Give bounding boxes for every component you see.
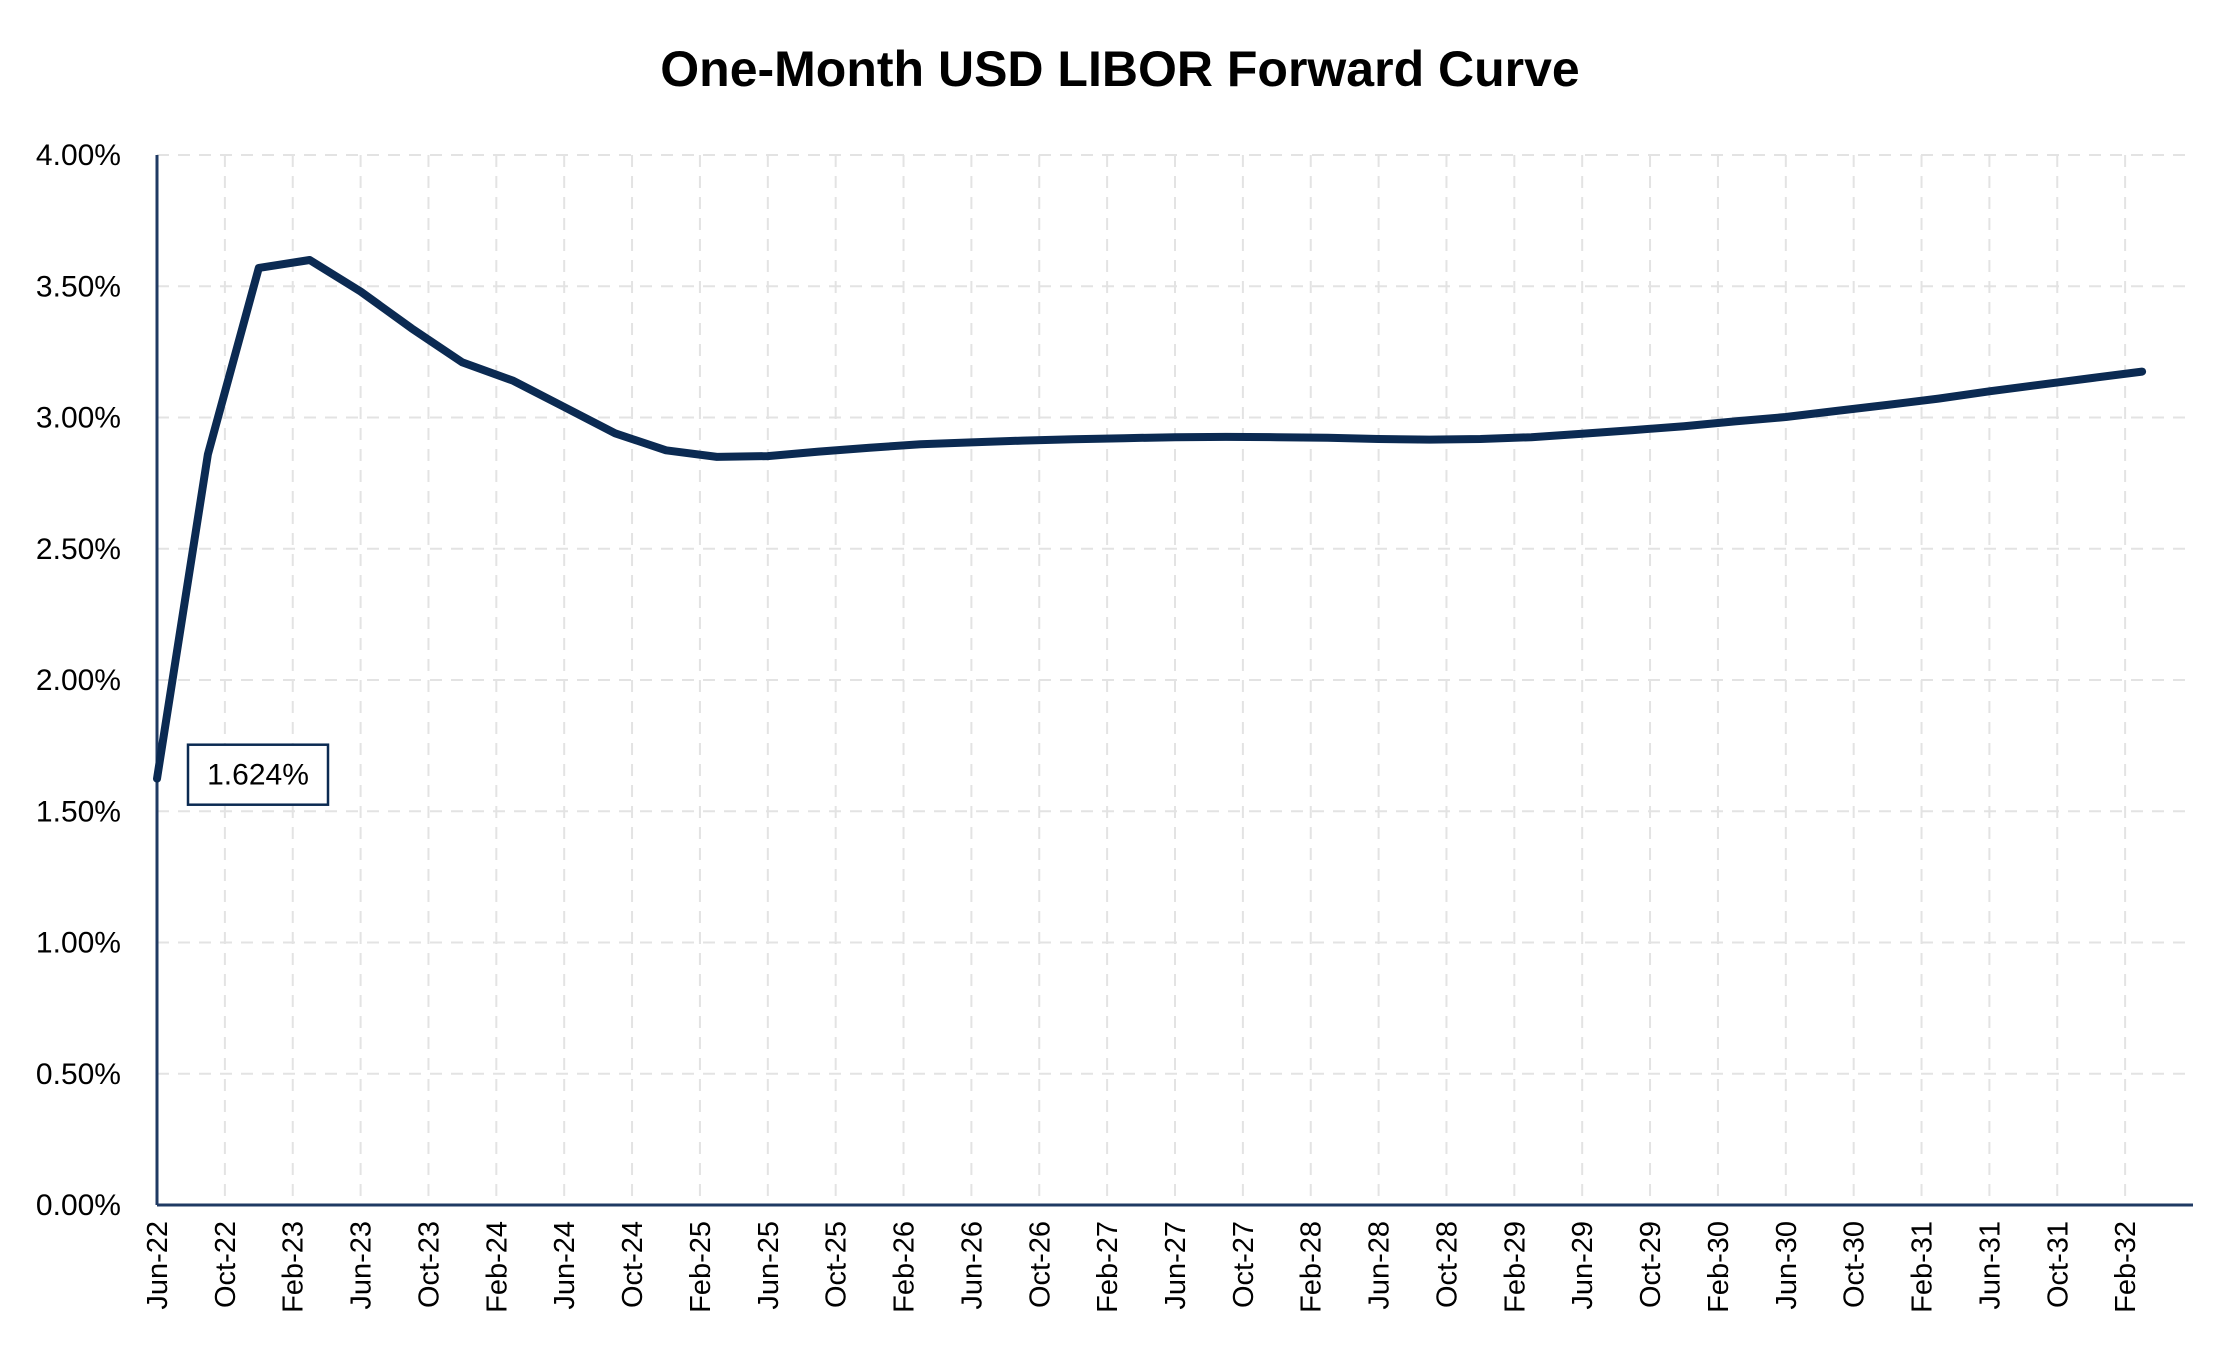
x-tick-label: Jun-27 <box>1160 1221 1192 1310</box>
y-axis-tick-labels: 0.00% 0.50% 1.00% 1.50% 2.00% 2.50% 3.00% 3.50%… <box>36 139 121 1222</box>
x-tick-label: Feb-30 <box>1703 1221 1735 1313</box>
y-tick-label: 2.50% <box>36 533 121 566</box>
x-tick-label: Jun-30 <box>1771 1221 1803 1310</box>
x-tick-label: Oct-29 <box>1635 1221 1667 1308</box>
x-tick-label: Jun-24 <box>549 1221 581 1310</box>
x-tick-label: Feb-31 <box>1907 1221 1939 1313</box>
x-tick-label: Feb-23 <box>278 1221 310 1313</box>
x-tick-label: Oct-28 <box>1431 1221 1463 1308</box>
x-tick-label: Oct-26 <box>1024 1221 1056 1308</box>
x-tick-label: Feb-25 <box>685 1221 717 1313</box>
y-tick-label: 4.00% <box>36 139 121 172</box>
y-tick-label: 1.50% <box>36 795 121 828</box>
x-tick-label: Jun-26 <box>956 1221 988 1310</box>
chart-title: One-Month USD LIBOR Forward Curve <box>660 41 1579 97</box>
y-tick-label: 3.50% <box>36 270 121 303</box>
x-tick-label: Jun-23 <box>346 1221 378 1310</box>
x-tick-label: Oct-31 <box>2042 1221 2074 1308</box>
x-tick-label: Jun-22 <box>142 1221 174 1310</box>
y-tick-label: 1.00% <box>36 927 121 960</box>
x-tick-label: Feb-29 <box>1499 1221 1531 1313</box>
x-tick-label: Oct-23 <box>413 1221 445 1308</box>
axes <box>155 155 2193 1207</box>
x-tick-label: Feb-32 <box>2110 1221 2142 1313</box>
x-tick-label: Oct-27 <box>1228 1221 1260 1308</box>
x-tick-label: Oct-30 <box>1839 1221 1871 1308</box>
x-tick-label: Feb-28 <box>1296 1221 1328 1313</box>
x-tick-label: Jun-29 <box>1567 1221 1599 1310</box>
gridlines <box>157 154 2193 1205</box>
callout-label: 1.624% <box>207 759 309 792</box>
y-tick-label: 2.00% <box>36 664 121 697</box>
x-tick-label: Oct-24 <box>617 1221 649 1308</box>
y-tick-label: 0.00% <box>36 1189 121 1222</box>
x-tick-label: Jun-25 <box>753 1221 785 1310</box>
annotations: 1.624% <box>186 743 330 806</box>
x-tick-label: Feb-27 <box>1092 1221 1124 1313</box>
x-tick-label: Jun-28 <box>1364 1221 1396 1310</box>
x-tick-label: Oct-25 <box>821 1221 853 1308</box>
series-line <box>153 256 2147 783</box>
y-tick-label: 3.00% <box>36 402 121 435</box>
series-layer <box>153 256 2147 783</box>
callout-box <box>186 743 330 806</box>
x-axis-tick-labels: Jun-22 Oct-22 Feb-23 Jun-23 Oct-23 Feb-24 Jun-… <box>142 1221 2142 1313</box>
x-tick-label: Oct-22 <box>210 1221 242 1308</box>
x-tick-label: Feb-26 <box>889 1221 921 1313</box>
y-tick-label: 0.50% <box>36 1058 121 1091</box>
x-tick-label: Jun-31 <box>1974 1221 2006 1310</box>
x-tick-label: Feb-24 <box>481 1221 513 1313</box>
